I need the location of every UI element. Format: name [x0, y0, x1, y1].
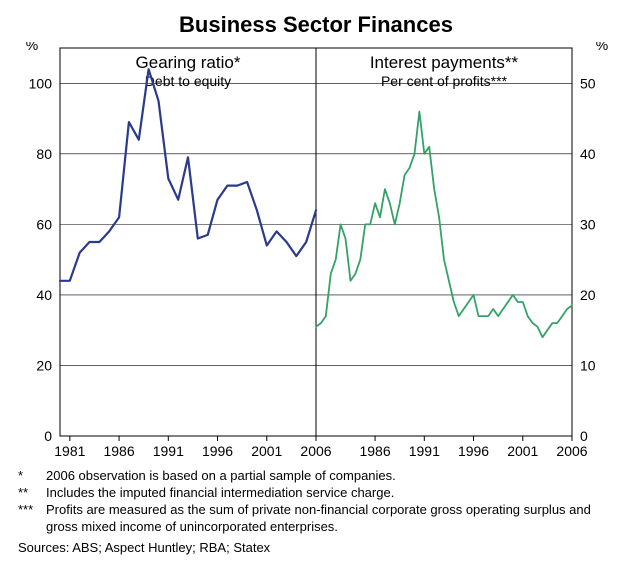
svg-text:1986: 1986 — [103, 443, 134, 459]
svg-text:40: 40 — [36, 287, 52, 303]
svg-text:1981: 1981 — [54, 443, 85, 459]
footnote-text: Includes the imputed financial intermedi… — [46, 485, 620, 502]
chart-title: Business Sector Finances — [12, 12, 620, 38]
svg-text:1996: 1996 — [458, 443, 489, 459]
footnotes: *2006 observation is based on a partial … — [12, 468, 620, 536]
svg-text:Gearing ratio*: Gearing ratio* — [136, 53, 241, 72]
svg-text:0: 0 — [580, 428, 588, 444]
svg-text:%: % — [26, 42, 38, 53]
svg-text:10: 10 — [580, 357, 596, 373]
footnote-symbol: *** — [18, 502, 46, 536]
svg-text:2001: 2001 — [507, 443, 538, 459]
svg-text:40: 40 — [580, 146, 596, 162]
svg-text:20: 20 — [580, 287, 596, 303]
chart-svg: 020406080100198119861991199620012006Gear… — [12, 42, 620, 462]
svg-text:2001: 2001 — [251, 443, 282, 459]
svg-text:1996: 1996 — [202, 443, 233, 459]
svg-text:Interest payments**: Interest payments** — [370, 53, 519, 72]
svg-text:60: 60 — [36, 216, 52, 232]
footnote-row: ***Profits are measured as the sum of pr… — [18, 502, 620, 536]
svg-text:Debt to equity: Debt to equity — [145, 73, 231, 89]
footnote-text: Profits are measured as the sum of priva… — [46, 502, 620, 536]
footnote-row: *2006 observation is based on a partial … — [18, 468, 620, 485]
footnote-row: **Includes the imputed financial interme… — [18, 485, 620, 502]
svg-text:100: 100 — [29, 75, 53, 91]
svg-text:50: 50 — [580, 75, 596, 91]
footnote-symbol: ** — [18, 485, 46, 502]
svg-text:0: 0 — [44, 428, 52, 444]
svg-text:Per cent of profits***: Per cent of profits*** — [381, 73, 508, 89]
svg-text:1986: 1986 — [359, 443, 390, 459]
svg-text:30: 30 — [580, 216, 596, 232]
svg-text:20: 20 — [36, 357, 52, 373]
chart-container: 020406080100198119861991199620012006Gear… — [12, 42, 620, 462]
svg-text:%: % — [596, 42, 608, 53]
footnote-symbol: * — [18, 468, 46, 485]
svg-text:2006: 2006 — [300, 443, 331, 459]
svg-text:80: 80 — [36, 146, 52, 162]
footnote-text: 2006 observation is based on a partial s… — [46, 468, 620, 485]
svg-text:1991: 1991 — [409, 443, 440, 459]
svg-text:1991: 1991 — [153, 443, 184, 459]
sources-line: Sources: ABS; Aspect Huntley; RBA; State… — [12, 540, 620, 555]
svg-text:2006: 2006 — [556, 443, 587, 459]
